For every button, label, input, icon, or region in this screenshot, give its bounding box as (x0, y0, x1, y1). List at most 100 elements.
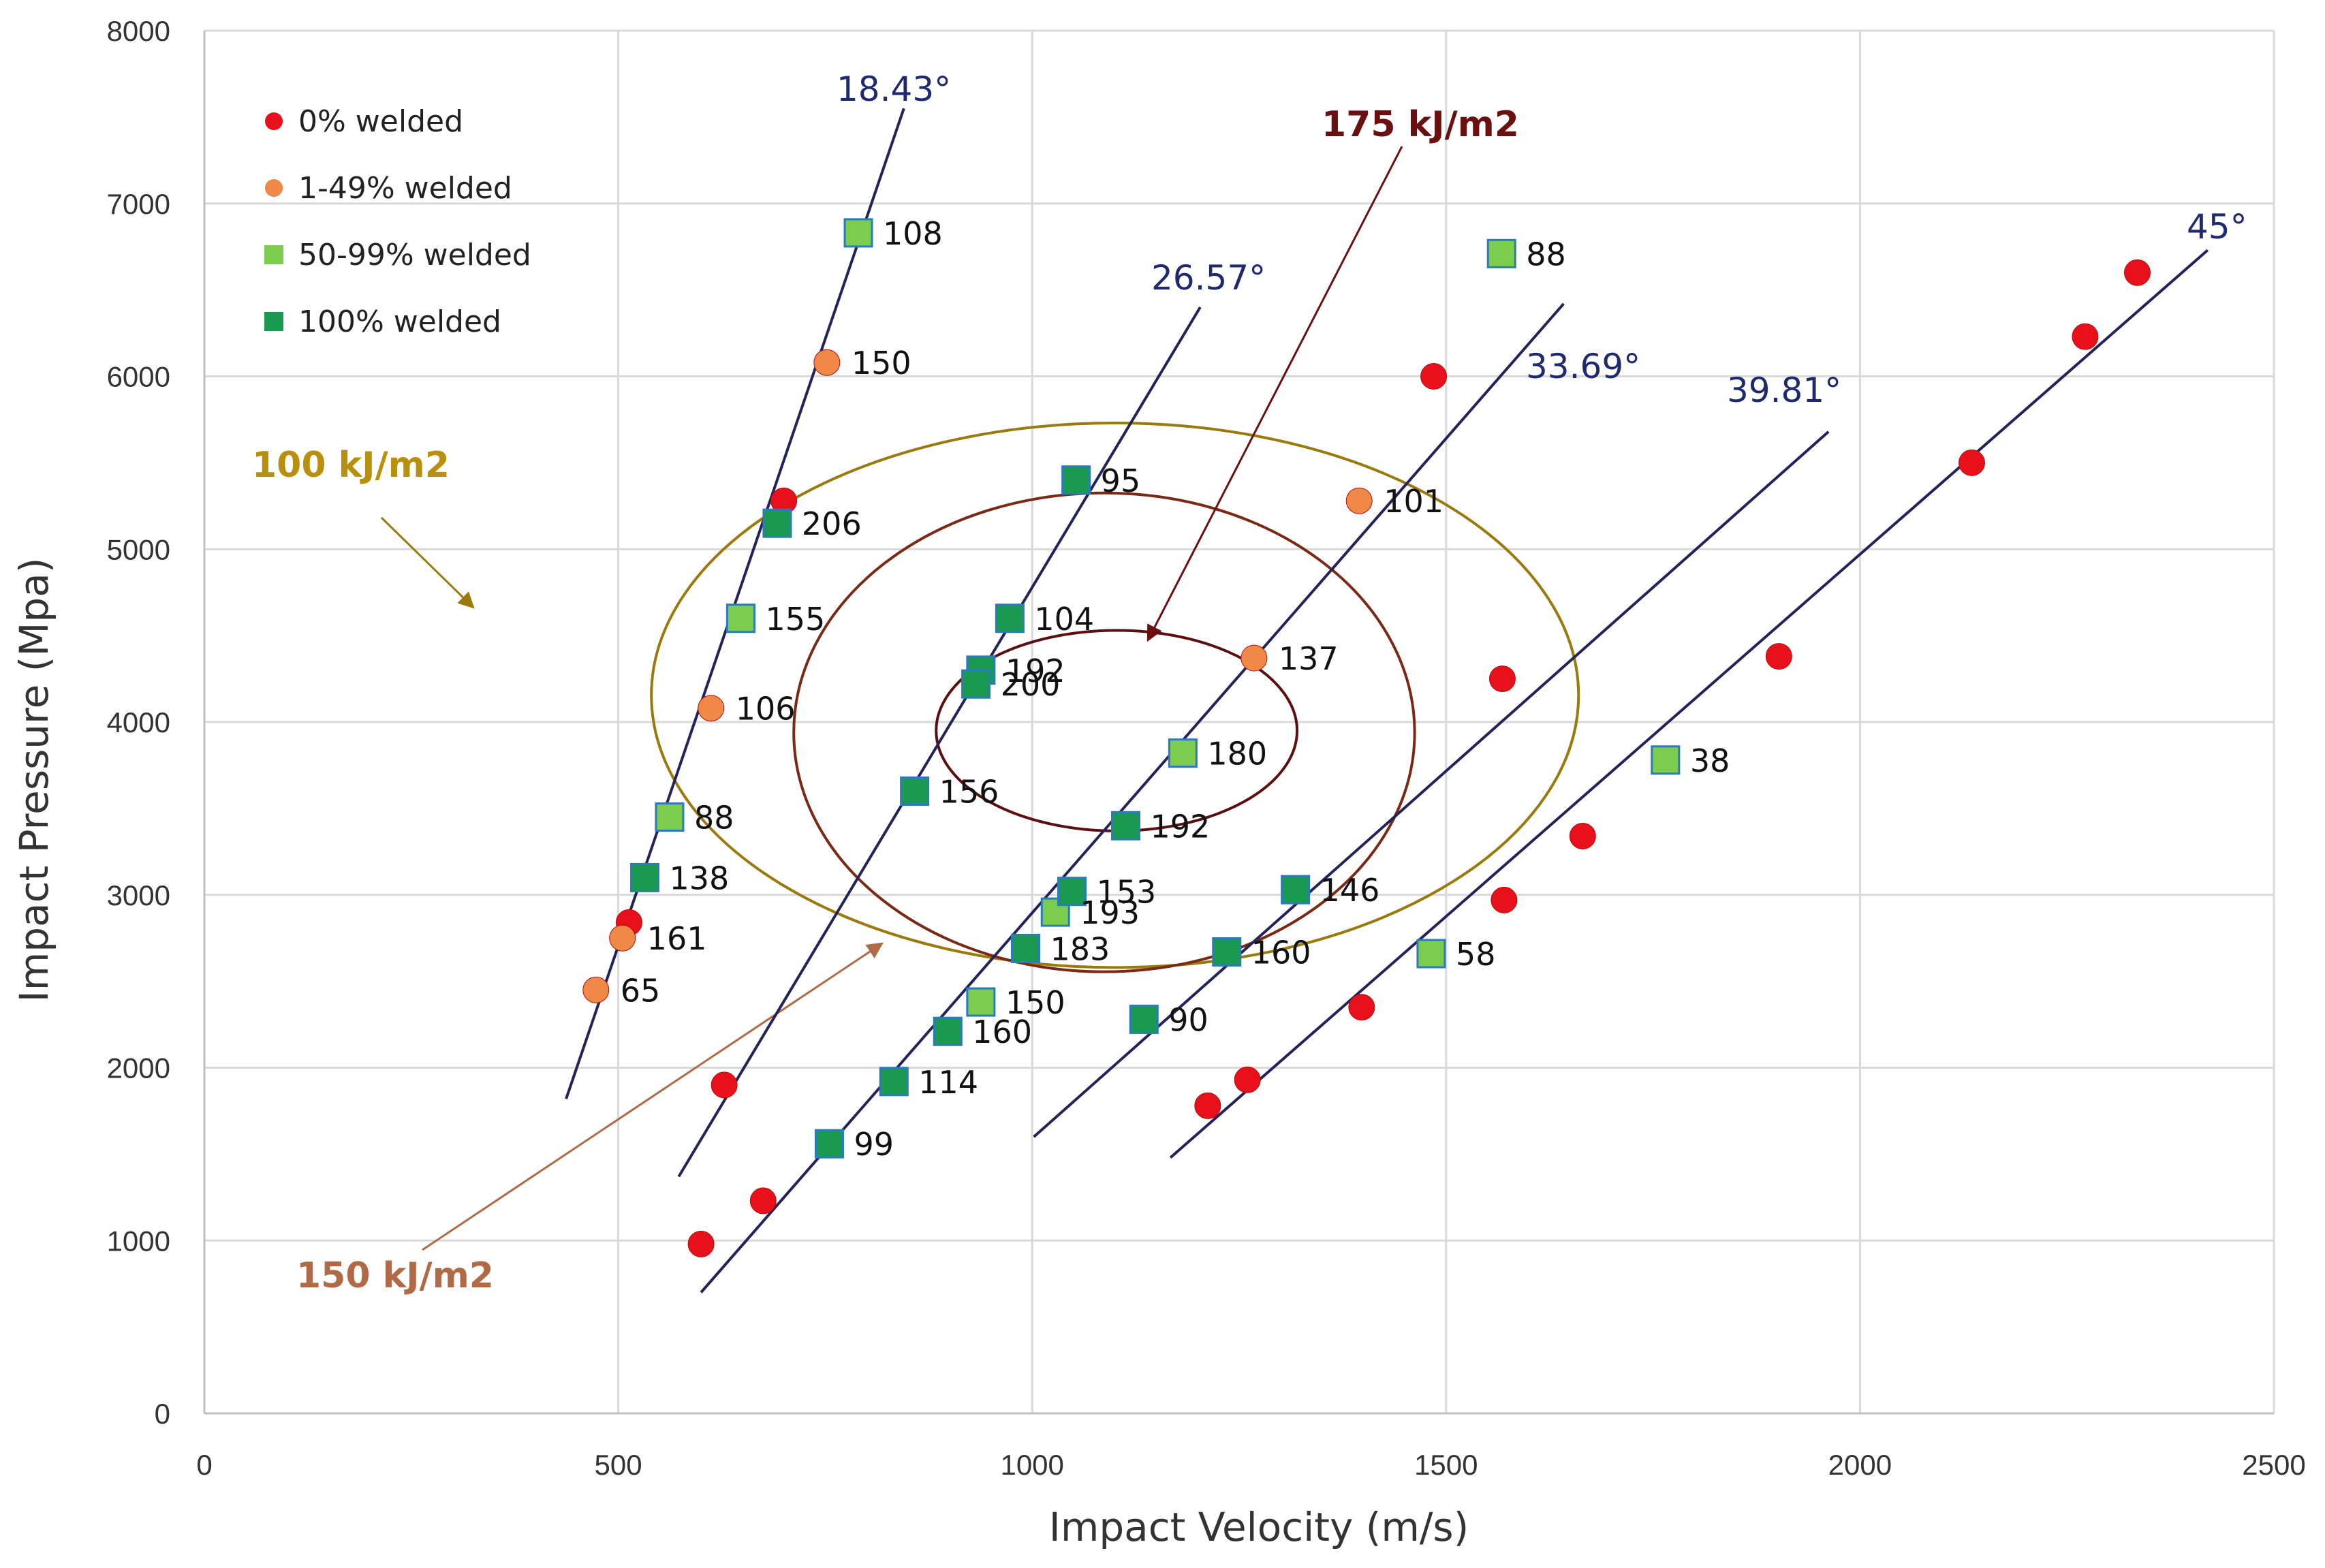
data-point-label: 114 (918, 1064, 978, 1101)
data-point-square (1129, 1004, 1159, 1034)
data-point-circle (1491, 886, 1518, 913)
data-point-label: 161 (647, 920, 707, 957)
data-point-circle (1240, 644, 1268, 672)
angle-line-label: 33.69° (1526, 347, 1640, 386)
data-point-circle (1194, 1092, 1221, 1119)
data-point-label: 206 (802, 505, 862, 542)
energy-contour-arrow (422, 942, 884, 1251)
data-point-label: 146 (1320, 872, 1380, 909)
data-point-circle (687, 1230, 715, 1257)
data-point-circle (698, 695, 725, 722)
angle-line-label: 26.57° (1151, 258, 1266, 298)
y-tick-label: 4000 (107, 706, 170, 738)
data-point-square (1061, 465, 1091, 495)
angle-line (1033, 430, 1830, 1138)
data-point-label: 150 (852, 345, 911, 381)
data-point-square (1486, 238, 1516, 268)
data-point-circle (749, 1187, 777, 1214)
x-tick-label: 1000 (1000, 1449, 1063, 1481)
angle-line-label: 45° (2187, 207, 2247, 247)
data-labels: 150 106 161 65 101 137 108 88 155 88 180 193 150 38 58… (621, 215, 1730, 1163)
x-axis-title: Impact Velocity (m/s) (1049, 1504, 1469, 1550)
data-point-label: 65 (621, 972, 661, 1009)
data-point-circle (1765, 643, 1792, 670)
data-point-circle (813, 349, 841, 376)
y-tick-label: 7000 (107, 188, 170, 220)
data-point-square (1111, 811, 1141, 841)
data-point-label: 155 (765, 601, 825, 638)
data-point-circle (1569, 822, 1596, 849)
y-tick-label: 5000 (107, 533, 170, 565)
y-tick-label: 8000 (107, 15, 170, 47)
data-point-label: 95 (1101, 462, 1141, 499)
data-point-square (933, 1016, 963, 1046)
data-point-label: 192 (1005, 653, 1065, 689)
x-tick-label: 2500 (2242, 1449, 2305, 1481)
data-point-label: 58 (1456, 936, 1496, 973)
angle-line (700, 302, 1565, 1293)
data-point-circle (1345, 487, 1373, 514)
data-point-square (1281, 875, 1311, 905)
energy-contour-arrow (1146, 146, 1403, 642)
data-point-square (1010, 933, 1040, 963)
energy-contour-ellipse (650, 422, 1580, 969)
data-points (582, 218, 2151, 1257)
data-point-circle (609, 924, 636, 952)
angle-line (565, 108, 905, 1099)
data-point-square (1212, 937, 1242, 967)
data-point-label: 137 (1279, 640, 1339, 677)
x-tick-label: 1500 (1414, 1449, 1478, 1481)
data-point-circle (1488, 665, 1516, 693)
data-point-square (843, 218, 873, 248)
data-point-circle (1234, 1066, 1261, 1093)
data-point-label: 200 (1001, 666, 1061, 703)
data-point-circle (1958, 449, 1985, 476)
y-axis-title: Impact Pressure (Mpa) (11, 558, 57, 1003)
energy-contour-label: 175 kJ/m2 (1322, 104, 1519, 145)
angle-line-label: 39.81° (1727, 371, 1841, 410)
data-point-square (995, 603, 1025, 633)
data-point-square (966, 987, 996, 1017)
y-tick-label: 2000 (107, 1052, 170, 1084)
data-point-square (900, 777, 930, 806)
data-point-square (655, 802, 685, 832)
data-point-square (961, 669, 991, 699)
data-point-square (725, 603, 755, 633)
legend-marker-square (264, 245, 283, 264)
legend: 0% welded 1-49% welded 50-99% welded 100% w… (264, 104, 531, 339)
data-point-square (879, 1067, 909, 1097)
y-tick-label: 1000 (107, 1225, 170, 1257)
data-point-label: 138 (669, 860, 729, 896)
angle-lines: 18.43° 26.57° 33.69° 39.81° 45° (565, 69, 2247, 1293)
legend-entry-label: 1-49% welded (298, 171, 512, 206)
data-point-circle (1348, 994, 1375, 1021)
angle-line (677, 306, 1202, 1178)
data-point-label: 99 (854, 1126, 894, 1163)
legend-entry-label: 100% welded (298, 304, 501, 339)
angle-line (1169, 249, 2209, 1159)
y-tick-label: 3000 (107, 879, 170, 911)
data-point-label: 160 (972, 1014, 1032, 1050)
data-point-label: 192 (1151, 808, 1211, 845)
data-point-label: 88 (694, 800, 734, 836)
data-point-square (1168, 738, 1198, 768)
data-point-square (1416, 939, 1446, 969)
legend-marker-square (264, 312, 283, 331)
grid (204, 29, 2275, 1413)
data-point-circle (1420, 363, 1448, 390)
data-point-label: 90 (1168, 1001, 1208, 1038)
data-point-label: 104 (1034, 601, 1094, 638)
data-point-label: 193 (1080, 894, 1140, 931)
legend-marker-circle (265, 179, 283, 197)
data-point-circle (2123, 259, 2151, 286)
data-point-circle (2072, 323, 2099, 350)
data-point-label: 101 (1384, 483, 1444, 520)
data-point-label: 106 (736, 691, 796, 727)
data-point-label: 150 (1005, 984, 1065, 1021)
energy-contour-label: 100 kJ/m2 (252, 445, 450, 486)
data-point-square (814, 1129, 844, 1159)
data-point-label: 160 (1251, 934, 1311, 971)
legend-entry-label: 50-99% welded (298, 238, 531, 272)
data-point-circle (582, 976, 610, 1003)
